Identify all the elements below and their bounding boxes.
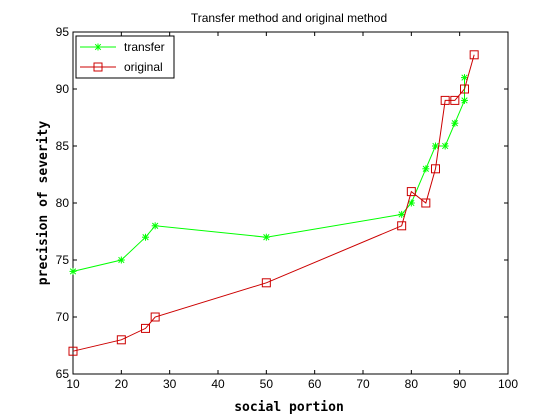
data-point: [117, 256, 125, 264]
star-marker: [461, 96, 468, 104]
x-tick-label: 30: [163, 377, 177, 391]
data-point: [69, 267, 77, 275]
star-marker: [422, 165, 430, 173]
x-tick-label: 50: [260, 377, 274, 391]
data-point: [261, 278, 271, 288]
data-point: [68, 346, 78, 356]
data-point: [142, 233, 149, 241]
square-marker: [141, 323, 150, 333]
data-point: [431, 164, 440, 174]
x-tick-label: 80: [405, 377, 419, 391]
plot-area: [72, 31, 509, 375]
star-marker: [451, 119, 459, 127]
y-tick-label: 95: [56, 25, 70, 39]
series-original: [68, 50, 479, 356]
star-marker: [117, 256, 125, 264]
star-marker: [407, 199, 415, 207]
square-marker: [93, 62, 103, 72]
data-point: [406, 187, 416, 197]
data-point: [441, 142, 449, 150]
square-marker: [460, 84, 469, 94]
star-marker: [432, 142, 439, 150]
square-marker: [450, 95, 460, 105]
square-marker: [150, 312, 160, 322]
y-tick-label: 65: [56, 367, 70, 381]
data-point: [440, 95, 450, 105]
x-tick-label: 100: [498, 377, 518, 391]
star-marker: [142, 233, 149, 241]
x-tick-label: 20: [115, 377, 129, 391]
data-point: [398, 210, 406, 218]
data-point: [432, 142, 439, 150]
square-marker: [406, 187, 416, 197]
square-marker: [469, 50, 479, 60]
data-point: [450, 95, 460, 105]
square-marker: [431, 164, 440, 174]
x-tick-label: 60: [308, 377, 322, 391]
x-tick-label: 90: [453, 377, 467, 391]
square-marker: [421, 198, 431, 208]
data-point: [451, 119, 459, 127]
legend-label: original: [124, 60, 163, 74]
data-point: [461, 96, 468, 104]
legend: transfer original: [75, 35, 175, 79]
data-point: [469, 50, 479, 60]
star-marker: [398, 210, 406, 218]
data-point: [150, 312, 160, 322]
x-axis-label: social portion: [234, 400, 344, 415]
data-point: [116, 335, 126, 345]
star-marker: [262, 233, 270, 241]
y-tick-label: 90: [56, 82, 70, 96]
y-tick-label: 80: [56, 196, 70, 210]
data-point: [397, 221, 407, 231]
series-layer: [68, 50, 479, 356]
data-point: [461, 74, 468, 82]
square-marker: [440, 95, 450, 105]
legend-label: transfer: [124, 40, 165, 54]
y-tick-label: 70: [56, 310, 70, 324]
y-tick-label: 75: [56, 253, 70, 267]
star-marker: [94, 43, 102, 51]
legend-item-transfer: transfer: [80, 40, 165, 54]
axis-ticks: 10 20 30 40 50 60 70 80 90 100 65 70 75 80 85 90 95: [56, 25, 519, 391]
y-axis-label: precision of severity: [36, 121, 51, 286]
series-line-original: [72, 54, 475, 352]
data-point: [422, 165, 430, 173]
star-marker: [461, 74, 468, 82]
x-tick-label: 70: [356, 377, 370, 391]
square-marker: [116, 335, 126, 345]
chart-title: Transfer method and original method: [191, 11, 387, 25]
legend-item-original: original: [80, 60, 163, 74]
square-marker: [68, 346, 78, 356]
data-point: [460, 84, 469, 94]
star-marker: [69, 267, 77, 275]
y-tick-label: 85: [56, 139, 70, 153]
square-marker: [261, 278, 271, 288]
series-transfer: [69, 74, 468, 275]
legend-box: [75, 35, 175, 79]
x-tick-label: 10: [66, 377, 80, 391]
square-marker: [397, 221, 407, 231]
data-point: [421, 198, 431, 208]
data-point: [141, 323, 150, 333]
data-point: [407, 199, 415, 207]
x-tick-label: 40: [211, 377, 225, 391]
star-marker: [151, 222, 159, 230]
data-point: [151, 222, 159, 230]
data-point: [262, 233, 270, 241]
star-marker: [441, 142, 449, 150]
